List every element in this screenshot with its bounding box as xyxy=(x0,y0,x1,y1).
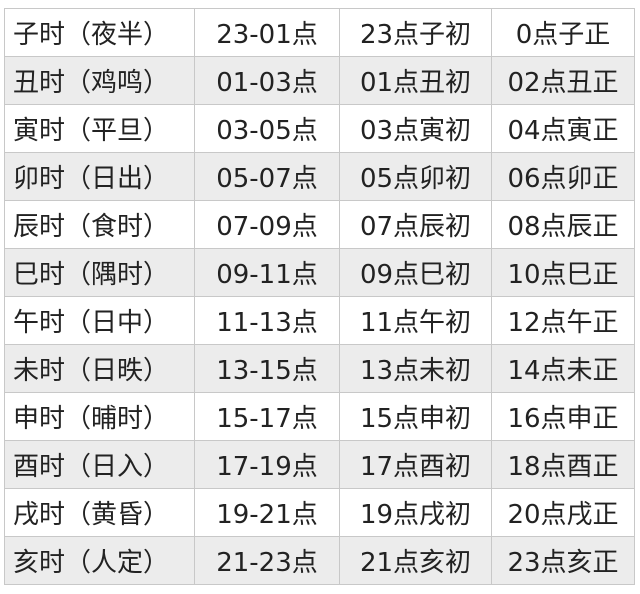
table-container: 子时（夜半） 23-01点 23点子初 0点子正 丑时（鸡鸣） 01-03点 01点丑初 02… xyxy=(4,8,635,585)
time-cell: 13点未初 xyxy=(339,344,492,393)
time-cell: 21-23点 xyxy=(194,536,340,585)
time-cell: 09-11点 xyxy=(194,248,340,297)
time-cell: 07-09点 xyxy=(194,200,340,249)
time-cell: 13-15点 xyxy=(194,344,340,393)
time-cell: 19点戌初 xyxy=(339,488,492,537)
time-cell: 02点丑正 xyxy=(491,56,635,105)
period-cell: 辰时（食时） xyxy=(4,200,195,249)
table-row: 午时（日中） 11-13点 11点午初 12点午正 xyxy=(4,296,635,345)
time-cell: 08点辰正 xyxy=(491,200,635,249)
time-cell: 11点午初 xyxy=(339,296,492,345)
time-cell: 14点未正 xyxy=(491,344,635,393)
time-cell: 05-07点 xyxy=(194,152,340,201)
time-cell: 05点卯初 xyxy=(339,152,492,201)
time-cell: 01-03点 xyxy=(194,56,340,105)
time-cell: 03-05点 xyxy=(194,104,340,153)
time-table: 子时（夜半） 23-01点 23点子初 0点子正 丑时（鸡鸣） 01-03点 01点丑初 02… xyxy=(4,8,635,585)
table-row: 亥时（人定） 21-23点 21点亥初 23点亥正 xyxy=(4,536,635,585)
time-cell: 06点卯正 xyxy=(491,152,635,201)
table-row: 寅时（平旦） 03-05点 03点寅初 04点寅正 xyxy=(4,104,635,153)
time-cell: 12点午正 xyxy=(491,296,635,345)
time-cell: 23-01点 xyxy=(194,8,340,57)
table-row: 戌时（黄昏） 19-21点 19点戌初 20点戌正 xyxy=(4,488,635,537)
time-cell: 01点丑初 xyxy=(339,56,492,105)
time-cell: 07点辰初 xyxy=(339,200,492,249)
period-cell: 申时（晡时） xyxy=(4,392,195,441)
table-row: 酉时（日入） 17-19点 17点酉初 18点酉正 xyxy=(4,440,635,489)
table-row: 申时（晡时） 15-17点 15点申初 16点申正 xyxy=(4,392,635,441)
period-cell: 戌时（黄昏） xyxy=(4,488,195,537)
time-cell: 21点亥初 xyxy=(339,536,492,585)
table-row: 未时（日昳） 13-15点 13点未初 14点未正 xyxy=(4,344,635,393)
period-cell: 寅时（平旦） xyxy=(4,104,195,153)
table-row: 巳时（隅时） 09-11点 09点巳初 10点巳正 xyxy=(4,248,635,297)
time-cell: 03点寅初 xyxy=(339,104,492,153)
time-cell: 18点酉正 xyxy=(491,440,635,489)
time-cell: 17点酉初 xyxy=(339,440,492,489)
time-cell: 17-19点 xyxy=(194,440,340,489)
period-cell: 卯时（日出） xyxy=(4,152,195,201)
period-cell: 亥时（人定） xyxy=(4,536,195,585)
time-cell: 11-13点 xyxy=(194,296,340,345)
period-cell: 子时（夜半） xyxy=(4,8,195,57)
time-cell: 09点巳初 xyxy=(339,248,492,297)
table-body: 子时（夜半） 23-01点 23点子初 0点子正 丑时（鸡鸣） 01-03点 01点丑初 02… xyxy=(4,8,635,585)
period-cell: 未时（日昳） xyxy=(4,344,195,393)
time-cell: 23点子初 xyxy=(339,8,492,57)
period-cell: 午时（日中） xyxy=(4,296,195,345)
table-row: 卯时（日出） 05-07点 05点卯初 06点卯正 xyxy=(4,152,635,201)
period-cell: 丑时（鸡鸣） xyxy=(4,56,195,105)
table-row: 丑时（鸡鸣） 01-03点 01点丑初 02点丑正 xyxy=(4,56,635,105)
time-cell: 0点子正 xyxy=(491,8,635,57)
time-cell: 20点戌正 xyxy=(491,488,635,537)
table-row: 辰时（食时） 07-09点 07点辰初 08点辰正 xyxy=(4,200,635,249)
period-cell: 巳时（隅时） xyxy=(4,248,195,297)
time-cell: 23点亥正 xyxy=(491,536,635,585)
time-cell: 04点寅正 xyxy=(491,104,635,153)
time-cell: 15点申初 xyxy=(339,392,492,441)
time-cell: 19-21点 xyxy=(194,488,340,537)
time-cell: 15-17点 xyxy=(194,392,340,441)
time-cell: 10点巳正 xyxy=(491,248,635,297)
table-row: 子时（夜半） 23-01点 23点子初 0点子正 xyxy=(4,8,635,57)
period-cell: 酉时（日入） xyxy=(4,440,195,489)
time-cell: 16点申正 xyxy=(491,392,635,441)
